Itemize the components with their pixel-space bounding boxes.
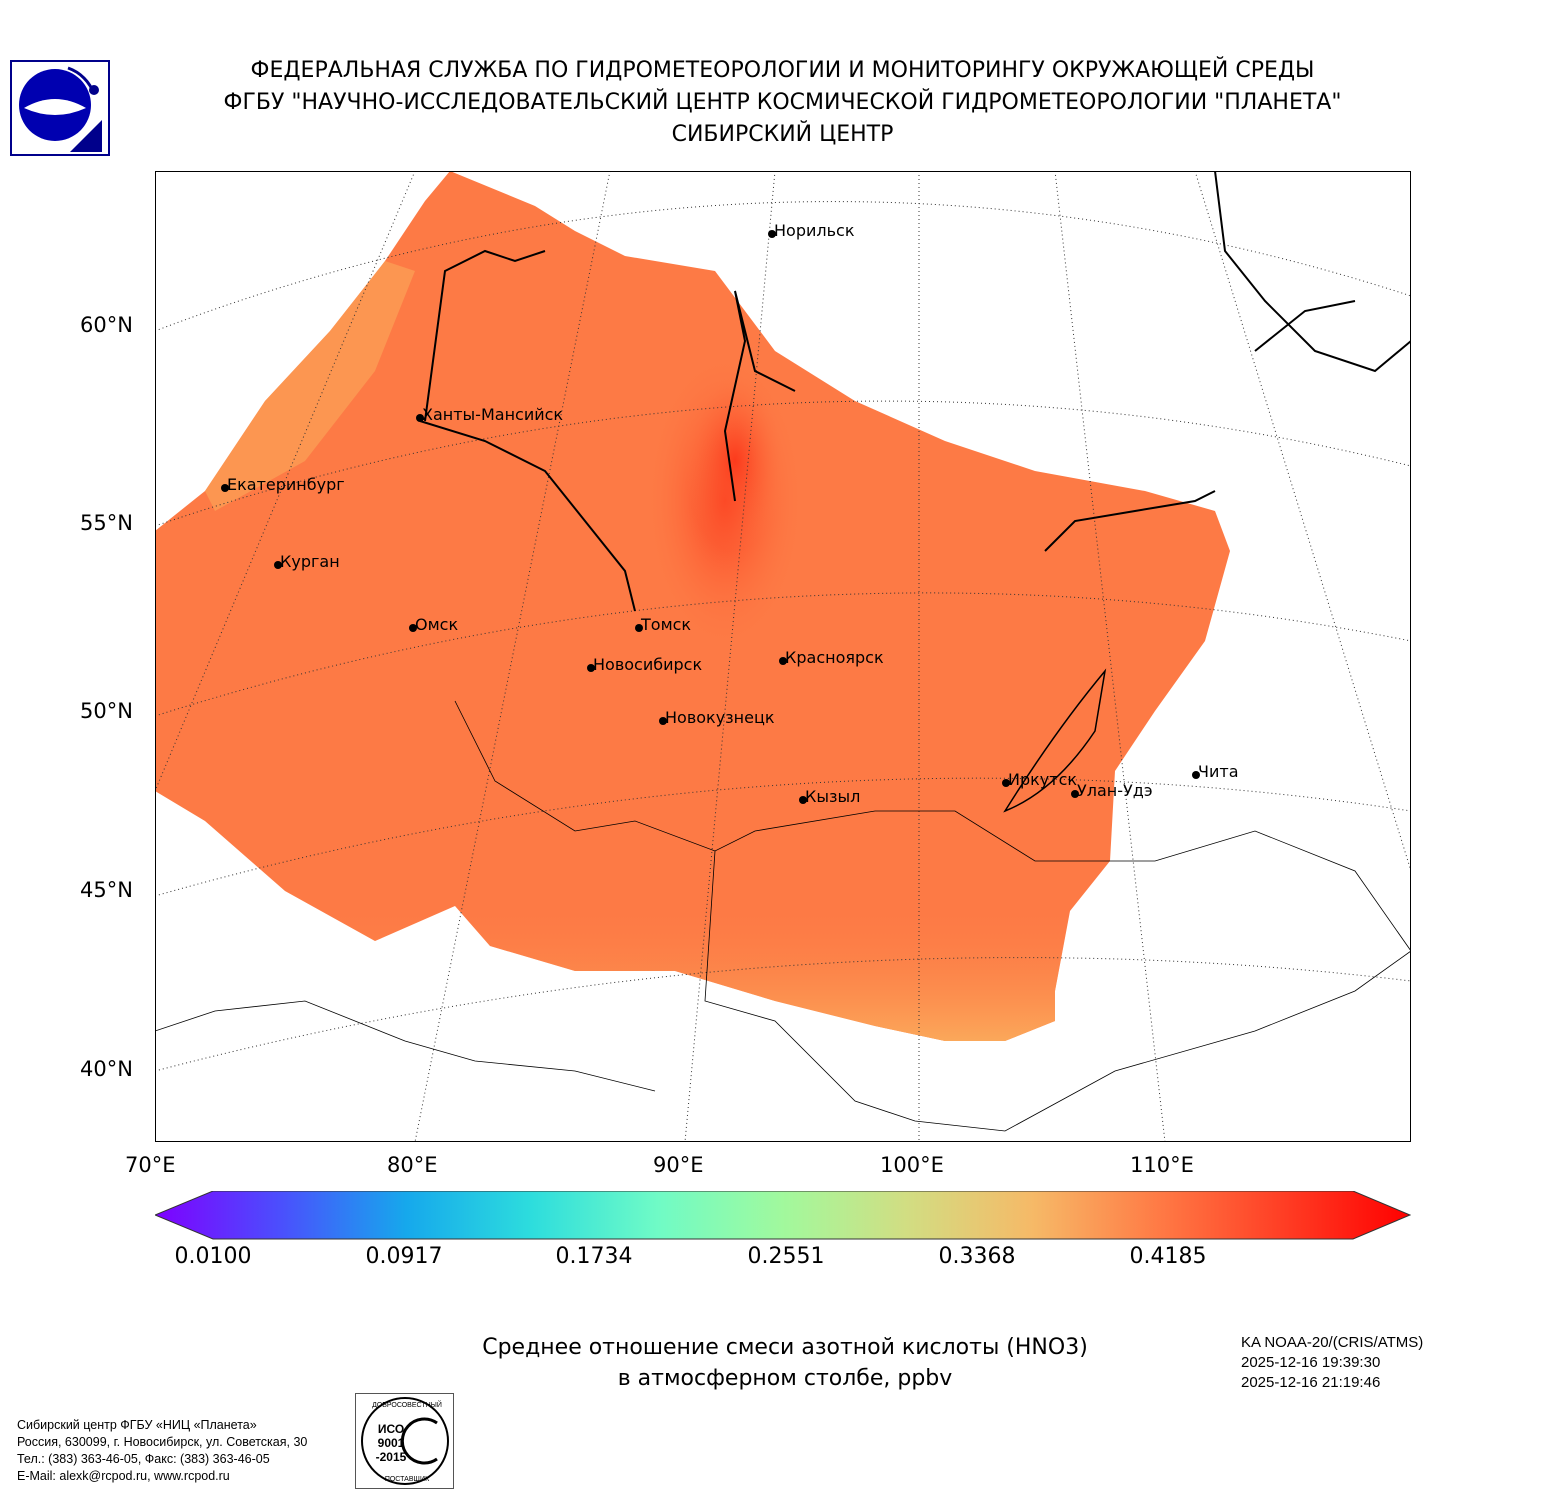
colorbar-tick: 0.2551 <box>747 1244 825 1269</box>
svg-text:ПОСТАВЩИК: ПОСТАВЩИК <box>385 1476 430 1483</box>
svg-text:ДОБРОСОВЕСТНЫЙ: ДОБРОСОВЕСТНЫЙ <box>372 1400 442 1409</box>
colorbar <box>155 1191 1411 1240</box>
city-label: Томск <box>641 615 692 634</box>
city-label: Омск <box>415 615 459 634</box>
lat-label: 55°N <box>80 511 133 535</box>
city-dot-icon <box>779 657 787 665</box>
city-dot-icon <box>1002 779 1010 787</box>
rivers-and-coast <box>419 171 1411 813</box>
product-title-line-1: Среднее отношение смеси азотной кислоты … <box>482 1335 1088 1360</box>
satellite-name: KA NOAA-20/(CRIS/ATMS) <box>1241 1334 1424 1351</box>
city-label: Иркутск <box>1008 770 1078 789</box>
svg-text:-2015: -2015 <box>376 1450 407 1464</box>
footer-address: Сибирский центр ФГБУ «НИЦ «Планета» Росс… <box>17 1417 307 1485</box>
lon-label: 80°E <box>387 1153 438 1177</box>
footer-phone: Тел.: (383) 363-46-05, Факс: (383) 363-4… <box>17 1452 270 1466</box>
product-title-line-2: в атмосферном столбе, ppbv <box>617 1366 953 1391</box>
map-frame <box>155 171 1411 1142</box>
header-line-1: ФЕДЕРАЛЬНАЯ СЛУЖБА ПО ГИДРОМЕТЕОРОЛОГИИ … <box>250 58 1315 83</box>
colorbar-tick: 0.4185 <box>1129 1244 1207 1269</box>
city-dot-icon <box>409 624 417 632</box>
lat-label: 40°N <box>80 1057 133 1081</box>
city-label: Екатеринбург <box>227 475 345 494</box>
city-label: Красноярск <box>785 648 884 667</box>
city-label: Курган <box>280 552 340 571</box>
svg-text:9001: 9001 <box>378 1436 405 1450</box>
borders <box>155 700 1411 1132</box>
city-dot-icon <box>659 717 667 725</box>
lon-label: 100°E <box>880 1153 944 1177</box>
lat-label: 45°N <box>80 878 133 902</box>
time-end: 2025-12-16 21:19:46 <box>1241 1374 1381 1391</box>
header-line-3: СИБИРСКИЙ ЦЕНТР <box>671 122 894 147</box>
city-label: Новокузнецк <box>665 708 775 727</box>
lon-label: 110°E <box>1130 1153 1194 1177</box>
svg-text:ИСО: ИСО <box>378 1422 404 1436</box>
city-label: Улан-Удэ <box>1077 781 1153 800</box>
lon-label: 70°E <box>125 1153 176 1177</box>
city-dot-icon <box>1192 771 1200 779</box>
city-dot-icon <box>221 484 229 492</box>
footer-email: E-Mail: alexk@rcpod.ru, www.rcpod.ru <box>17 1469 230 1483</box>
colorbar-tick: 0.0917 <box>365 1244 443 1269</box>
lat-label: 60°N <box>80 313 133 337</box>
city-dot-icon <box>1071 790 1079 798</box>
roshydromet-logo-icon <box>10 60 110 156</box>
city-label: Чита <box>1198 762 1239 781</box>
city-dot-icon <box>587 664 595 672</box>
colorbar-tick: 0.0100 <box>174 1244 252 1269</box>
footer-street: Россия, 630099, г. Новосибирск, ул. Сове… <box>17 1435 308 1449</box>
colorbar-tick: 0.3368 <box>938 1244 1016 1269</box>
city-dot-icon <box>768 230 776 238</box>
city-label: Норильск <box>774 221 855 240</box>
iso-stamp-icon: ИСО 9001 -2015 ДОБРОСОВЕСТНЫЙ ПОСТАВЩИК <box>355 1393 454 1489</box>
lat-label: 50°N <box>80 699 133 723</box>
city-label: Новосибирск <box>593 655 703 674</box>
city-label: Ханты-Мансийск <box>422 405 564 424</box>
graticule <box>155 171 1411 1142</box>
time-start: 2025-12-16 19:39:30 <box>1241 1354 1381 1371</box>
map-area <box>155 171 1411 1142</box>
footer-org: Сибирский центр ФГБУ «НИЦ «Планета» <box>17 1418 257 1432</box>
lon-label: 90°E <box>653 1153 704 1177</box>
city-dot-icon <box>635 624 643 632</box>
header-line-2: ФГБУ "НАУЧНО-ИССЛЕДОВАТЕЛЬСКИЙ ЦЕНТР КОС… <box>223 90 1342 115</box>
city-dot-icon <box>274 561 282 569</box>
city-dot-icon <box>799 796 807 804</box>
city-dot-icon <box>416 414 424 422</box>
colorbar-tick: 0.1734 <box>555 1244 633 1269</box>
satellite-info: KA NOAA-20/(CRIS/ATMS) 2025-12-16 19:39:… <box>1241 1333 1423 1393</box>
city-label: Кызыл <box>805 787 861 806</box>
